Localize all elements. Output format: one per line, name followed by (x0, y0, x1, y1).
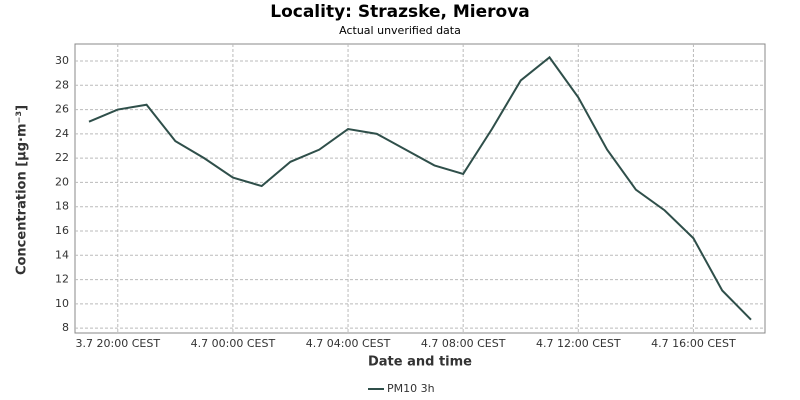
legend-label: PM10 3h (387, 382, 435, 395)
y-tick-label: 22 (55, 151, 69, 164)
x-tick-label: 4.7 12:00 CEST (536, 337, 621, 350)
x-tick-label: 3.7 20:00 CEST (76, 337, 161, 350)
y-tick-label: 24 (55, 127, 69, 140)
y-tick-label: 26 (55, 103, 69, 116)
y-tick-label: 8 (62, 321, 69, 334)
y-axis-title: Concentration [µg·m⁻³] (15, 105, 30, 275)
y-tick-label: 20 (55, 175, 69, 188)
y-tick-label: 12 (55, 273, 69, 286)
x-axis-title: Date and time (368, 355, 472, 370)
x-tick-label: 4.7 04:00 CEST (306, 337, 391, 350)
y-tick-label: 16 (55, 224, 69, 237)
x-tick-label: 4.7 08:00 CEST (421, 337, 506, 350)
y-tick-label: 28 (55, 78, 69, 91)
y-tick-label: 10 (55, 297, 69, 310)
x-tick-label: 4.7 00:00 CEST (191, 337, 276, 350)
x-tick-label: 4.7 16:00 CEST (651, 337, 736, 350)
data-line (88, 55, 752, 321)
chart-title: Locality: Strazske, Mierova (270, 2, 530, 22)
chart-subtitle: Actual unverified data (339, 24, 461, 37)
y-tick-label: 14 (55, 248, 69, 261)
plot-area (74, 43, 766, 334)
y-tick-label: 18 (55, 200, 69, 213)
y-tick-label: 30 (55, 54, 69, 67)
